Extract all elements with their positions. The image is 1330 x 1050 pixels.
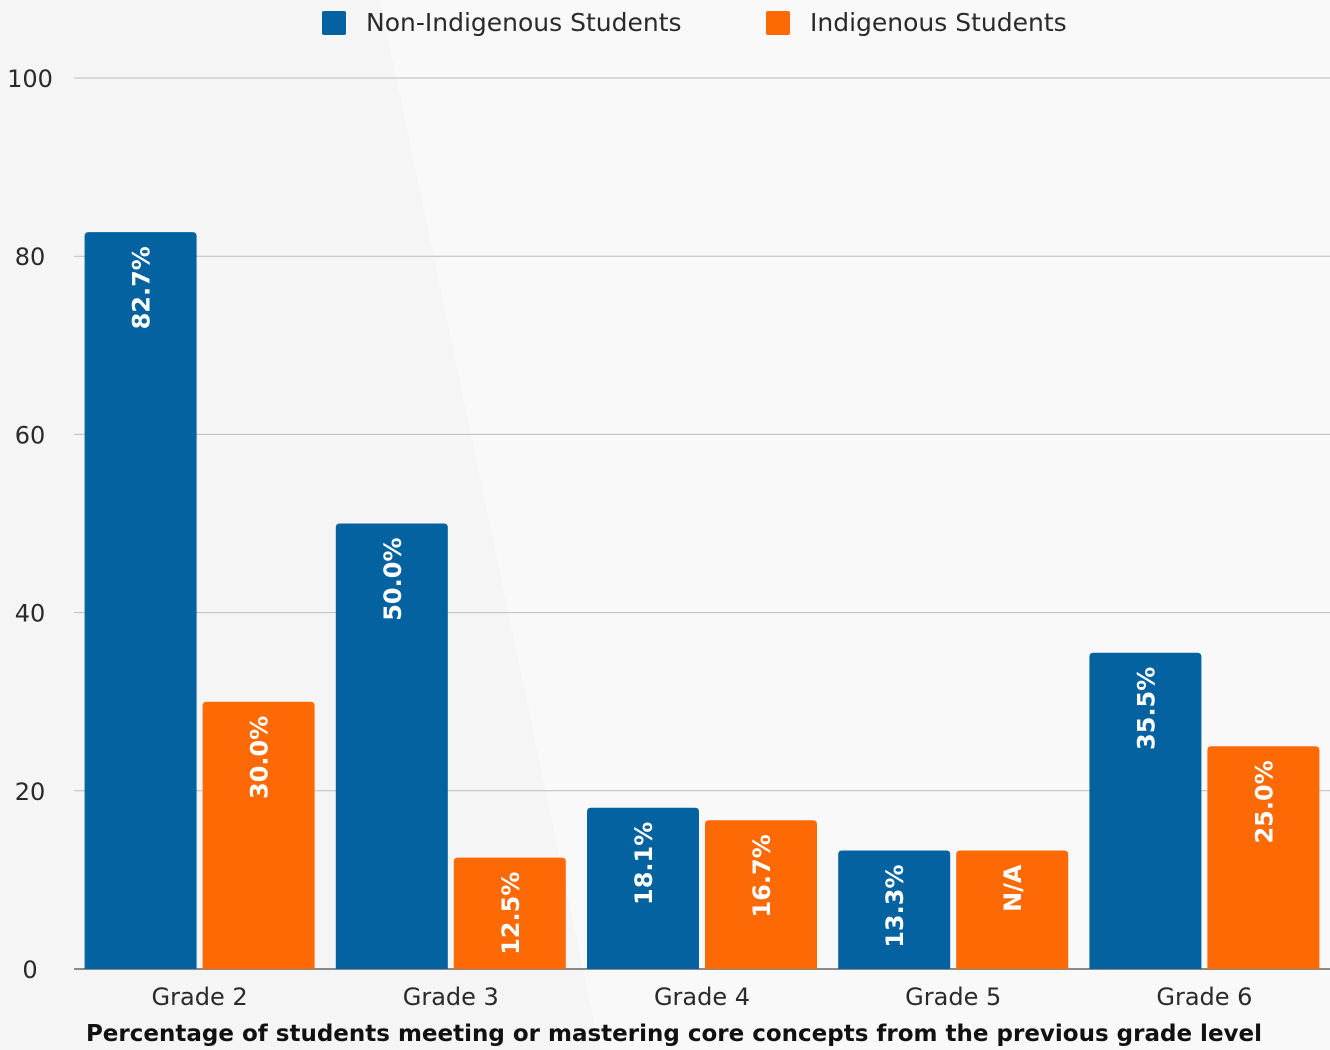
- bar-value-label: 12.5%: [497, 872, 525, 955]
- bar-non-indigenous-grade-3: [335, 523, 448, 969]
- y-tick-label: 0: [22, 956, 37, 984]
- bar-indigenous-grade-4: [705, 820, 817, 969]
- y-tick-label: 40: [15, 600, 46, 628]
- legend-label-indigenous: Indigenous Students: [810, 8, 1067, 37]
- y-tick-label: 80: [15, 243, 46, 271]
- legend: Non-Indigenous Students Indigenous Stude…: [322, 8, 1067, 37]
- bar-non-indigenous-grade-2: [84, 232, 197, 969]
- x-tick-label: Grade 4: [654, 983, 750, 1011]
- bar-value-label: 82.7%: [128, 246, 156, 329]
- legend-swatch-indigenous: [766, 11, 790, 35]
- bar-value-label: 35.5%: [1132, 667, 1160, 750]
- bar-indigenous-grade-3: [453, 857, 566, 969]
- bar-value-label: 25.0%: [1250, 760, 1278, 843]
- bar-indigenous-grade-5: [956, 850, 1069, 969]
- bar-non-indigenous-grade-4: [587, 807, 699, 969]
- y-tick-label: 60: [15, 421, 46, 449]
- x-tick-label: Grade 2: [152, 983, 248, 1011]
- x-axis: Grade 2 Grade 3 Grade 4 Grade 5 Grade 6: [152, 983, 1253, 1011]
- legend-swatch-non-indigenous: [322, 11, 346, 35]
- legend-label-non-indigenous: Non-Indigenous Students: [366, 8, 682, 37]
- bar-value-label: N/A: [999, 864, 1027, 912]
- x-tick-label: Grade 3: [403, 983, 499, 1011]
- bar-value-label: 50.0%: [379, 538, 407, 621]
- bar-value-label: 30.0%: [246, 716, 274, 799]
- bar-non-indigenous-grade-6: [1089, 652, 1202, 969]
- y-axis: 0 20 40 60 80 100: [7, 65, 53, 984]
- x-tick-label: Grade 6: [1156, 983, 1252, 1011]
- y-tick-label: 100: [7, 65, 53, 93]
- bar-value-label: 18.1%: [630, 822, 658, 905]
- bar-value-label: 16.7%: [748, 834, 776, 917]
- x-tick-label: Grade 5: [905, 983, 1001, 1011]
- bar-non-indigenous-grade-5: [838, 850, 951, 969]
- bars: 82.7% 30.0% 50.0% 12.5% 18.1% 16.7% 13.3% N/A 35…: [84, 232, 1320, 969]
- bar-indigenous-grade-6: [1207, 746, 1320, 969]
- y-tick-label: 20: [15, 778, 46, 806]
- bar-value-label: 13.3%: [881, 864, 909, 947]
- x-axis-title: Percentage of students meeting or master…: [86, 1021, 1262, 1047]
- bar-indigenous-grade-2: [202, 701, 315, 969]
